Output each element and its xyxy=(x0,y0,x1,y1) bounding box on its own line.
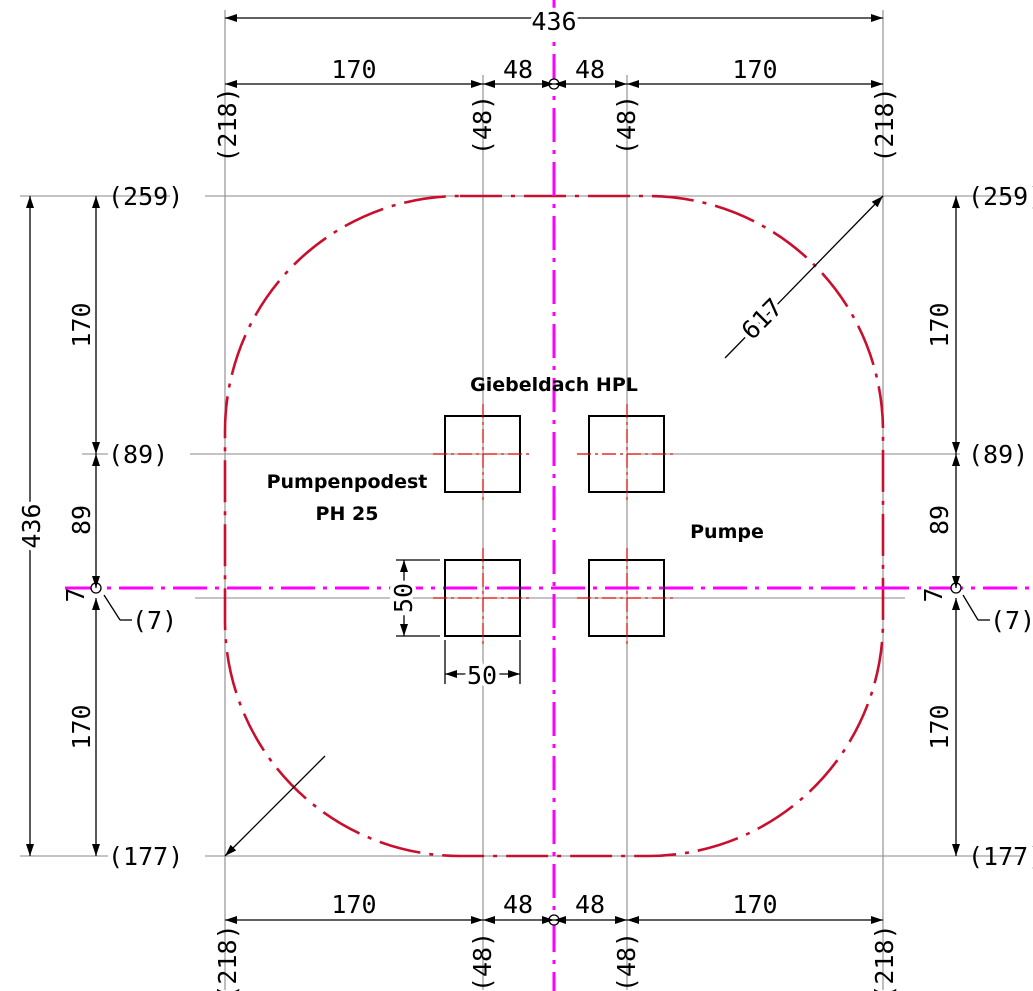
coord-y-bottom-left: (177) xyxy=(108,842,183,871)
dim-left-89: 89 xyxy=(67,505,96,535)
description-labels: Giebeldach HPL Pumpenpodest PH 25 Pumpe xyxy=(267,374,764,543)
coord-x-right-top: (218) xyxy=(870,87,899,162)
coord-y-bottom-right: (177) xyxy=(968,842,1033,871)
dim-bottom-48-right: 48 xyxy=(575,890,605,919)
dim-top-48-left: 48 xyxy=(503,55,533,84)
dim-left-170-top: 170 xyxy=(67,302,96,347)
label-roof: Giebeldach HPL xyxy=(470,374,638,396)
coord-x-inner-right-top: (48) xyxy=(612,95,641,155)
coord-y-top-right: (259) xyxy=(968,182,1033,211)
dim-top-170-right: 170 xyxy=(732,55,777,84)
pump-foundations xyxy=(433,404,676,648)
dim-bottom-170-left: 170 xyxy=(331,890,376,919)
vertical-dimensions xyxy=(26,196,960,856)
coordinate-labels: (218) (48) (48) (218) (218) (48) (48) (2… xyxy=(108,87,1033,991)
dim-overall-height: 436 xyxy=(17,503,46,548)
dim-right-170-bottom: 170 xyxy=(925,704,954,749)
dim-box-height: 50 xyxy=(389,583,418,613)
coord-y-89-right: (89) xyxy=(968,440,1028,469)
horizontal-dimensions xyxy=(225,14,883,924)
coord-y-7-left: (7) xyxy=(132,606,177,635)
dim-right-170-top: 170 xyxy=(925,302,954,347)
dim-left-170-bottom: 170 xyxy=(67,704,96,749)
coord-x-left-top: (218) xyxy=(213,87,242,162)
label-platform-line1: Pumpenpodest xyxy=(267,471,428,493)
label-pump: Pumpe xyxy=(690,521,764,543)
coord-x-inner-right-bottom: (48) xyxy=(612,932,641,991)
coord-y-top-left: (259) xyxy=(108,182,183,211)
coord-y-7-right: (7) xyxy=(990,606,1033,635)
dim-top-48-right: 48 xyxy=(575,55,605,84)
coord-x-right-bottom: (218) xyxy=(870,924,899,991)
dim-right-7: 7 xyxy=(919,587,948,602)
dim-box-width: 50 xyxy=(467,661,497,690)
dim-right-89: 89 xyxy=(925,505,954,535)
coord-x-left-bottom: (218) xyxy=(213,924,242,991)
label-platform-line2: PH 25 xyxy=(316,503,379,525)
dim-bottom-48-left: 48 xyxy=(503,890,533,919)
coord-y-89-left: (89) xyxy=(108,440,168,469)
dim-overall-width: 436 xyxy=(531,7,576,36)
dim-top-170-left: 170 xyxy=(331,55,376,84)
dim-left-7: 7 xyxy=(61,587,90,602)
dim-bottom-170-right: 170 xyxy=(732,890,777,919)
coord-x-inner-left-top: (48) xyxy=(468,95,497,155)
radius-leaders xyxy=(103,195,990,857)
coord-x-inner-left-bottom: (48) xyxy=(468,932,497,991)
